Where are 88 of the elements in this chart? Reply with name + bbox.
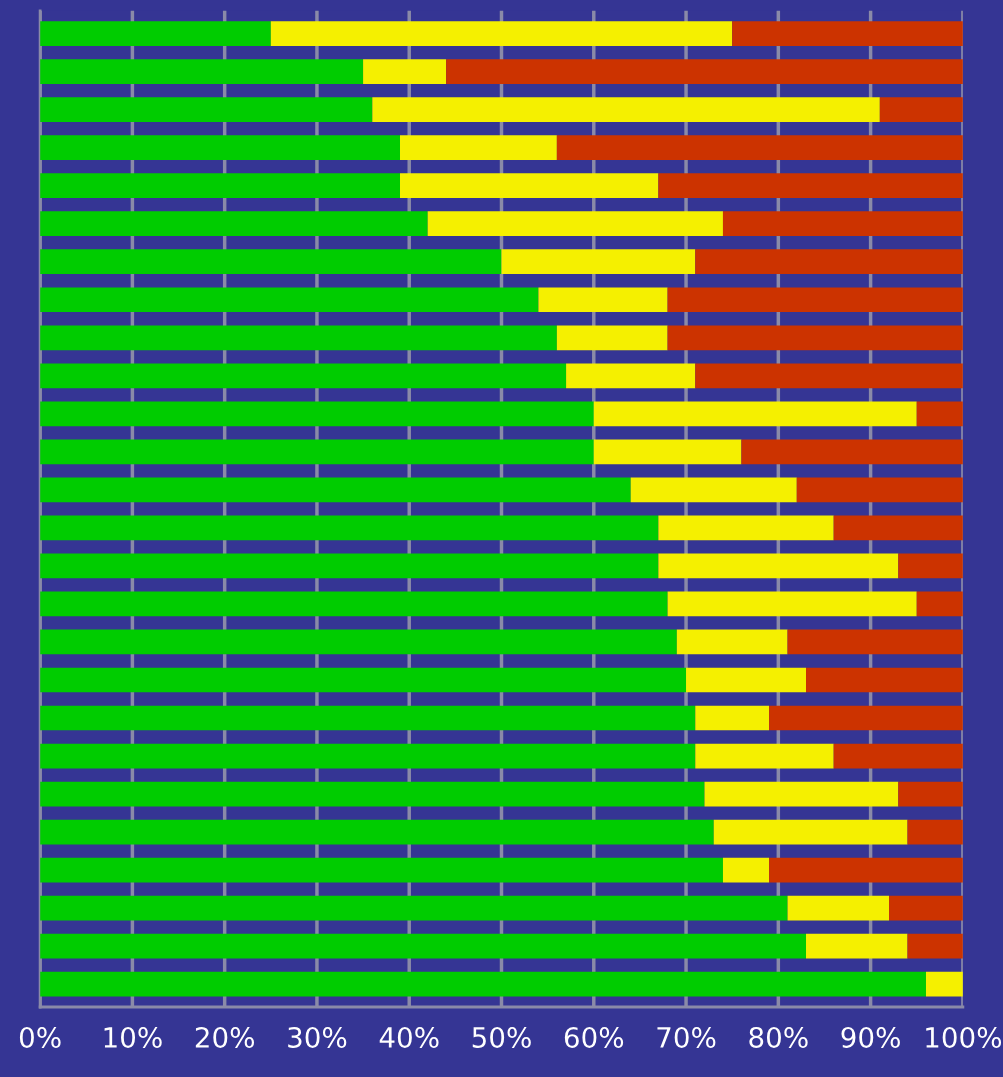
bar bbox=[501, 249, 696, 275]
bar bbox=[40, 857, 723, 883]
x-tick-label: 20% bbox=[195, 1026, 255, 1048]
bar bbox=[593, 401, 917, 427]
bar bbox=[713, 819, 908, 845]
x-tick-label: 80% bbox=[749, 1026, 808, 1048]
bar bbox=[40, 173, 400, 199]
bar bbox=[40, 59, 364, 84]
bar bbox=[898, 553, 963, 579]
bar bbox=[722, 211, 963, 237]
x-tick-label: 60% bbox=[564, 1026, 624, 1048]
bar bbox=[40, 325, 557, 351]
bar bbox=[658, 515, 834, 541]
bar bbox=[40, 287, 539, 313]
bar bbox=[732, 21, 963, 46]
x-tick-label: 10% bbox=[104, 1026, 162, 1048]
bar bbox=[593, 439, 742, 465]
bar bbox=[889, 895, 963, 921]
bar bbox=[806, 933, 908, 959]
bar bbox=[787, 895, 890, 921]
bar bbox=[40, 971, 926, 997]
bar bbox=[40, 553, 659, 579]
bar bbox=[925, 971, 963, 997]
bar bbox=[40, 629, 677, 655]
bar bbox=[40, 363, 567, 389]
bar bbox=[40, 401, 594, 427]
bar bbox=[695, 705, 770, 731]
bar bbox=[833, 743, 963, 769]
x-tick-label: 90% bbox=[841, 1026, 900, 1048]
bar bbox=[916, 591, 963, 617]
bar bbox=[40, 743, 696, 769]
bar bbox=[796, 477, 963, 503]
x-tick-label: 30% bbox=[288, 1026, 347, 1048]
bar bbox=[898, 781, 963, 807]
bar bbox=[40, 515, 659, 541]
bar bbox=[806, 667, 963, 693]
bar bbox=[667, 591, 917, 617]
bar bbox=[907, 933, 963, 959]
bar bbox=[566, 363, 696, 389]
bar bbox=[916, 401, 963, 427]
bar bbox=[400, 135, 557, 161]
bar bbox=[741, 439, 963, 465]
bar bbox=[40, 135, 400, 161]
bar bbox=[40, 249, 502, 275]
bar bbox=[695, 363, 963, 389]
bar bbox=[427, 211, 723, 237]
bar bbox=[40, 439, 594, 465]
bar bbox=[556, 135, 963, 161]
bar bbox=[40, 933, 807, 959]
bar bbox=[667, 287, 963, 313]
bar bbox=[446, 59, 963, 84]
bar bbox=[879, 97, 963, 122]
bar bbox=[40, 667, 687, 693]
bar bbox=[658, 173, 963, 199]
bar bbox=[40, 781, 705, 807]
x-tick-label: 0% bbox=[19, 1026, 61, 1048]
bar bbox=[538, 287, 668, 313]
bar bbox=[40, 21, 271, 46]
bar bbox=[704, 781, 899, 807]
x-tick-label: 70% bbox=[657, 1026, 716, 1048]
bar bbox=[630, 477, 797, 503]
bar bbox=[722, 857, 770, 883]
bar bbox=[40, 895, 788, 921]
bar bbox=[40, 211, 428, 237]
bar bbox=[372, 97, 880, 122]
bar bbox=[400, 173, 659, 199]
bar bbox=[695, 249, 963, 275]
bar bbox=[667, 325, 963, 351]
x-tick-label: 100% bbox=[926, 1026, 1002, 1048]
bar bbox=[907, 819, 963, 845]
bar bbox=[769, 705, 963, 731]
bar bbox=[833, 515, 963, 541]
bar bbox=[658, 553, 899, 579]
bar bbox=[363, 59, 447, 84]
bar bbox=[40, 97, 373, 122]
bar bbox=[695, 743, 834, 769]
bar bbox=[40, 591, 668, 617]
bar bbox=[40, 477, 631, 503]
bar bbox=[787, 629, 963, 655]
bar bbox=[40, 705, 696, 731]
bar bbox=[40, 819, 714, 845]
bar bbox=[769, 857, 963, 883]
bar bbox=[676, 629, 788, 655]
x-tick-label: 50% bbox=[472, 1026, 531, 1048]
bar bbox=[270, 21, 733, 46]
bar bbox=[556, 325, 668, 351]
bar bbox=[686, 667, 807, 693]
x-tick-label: 40% bbox=[379, 1026, 439, 1048]
